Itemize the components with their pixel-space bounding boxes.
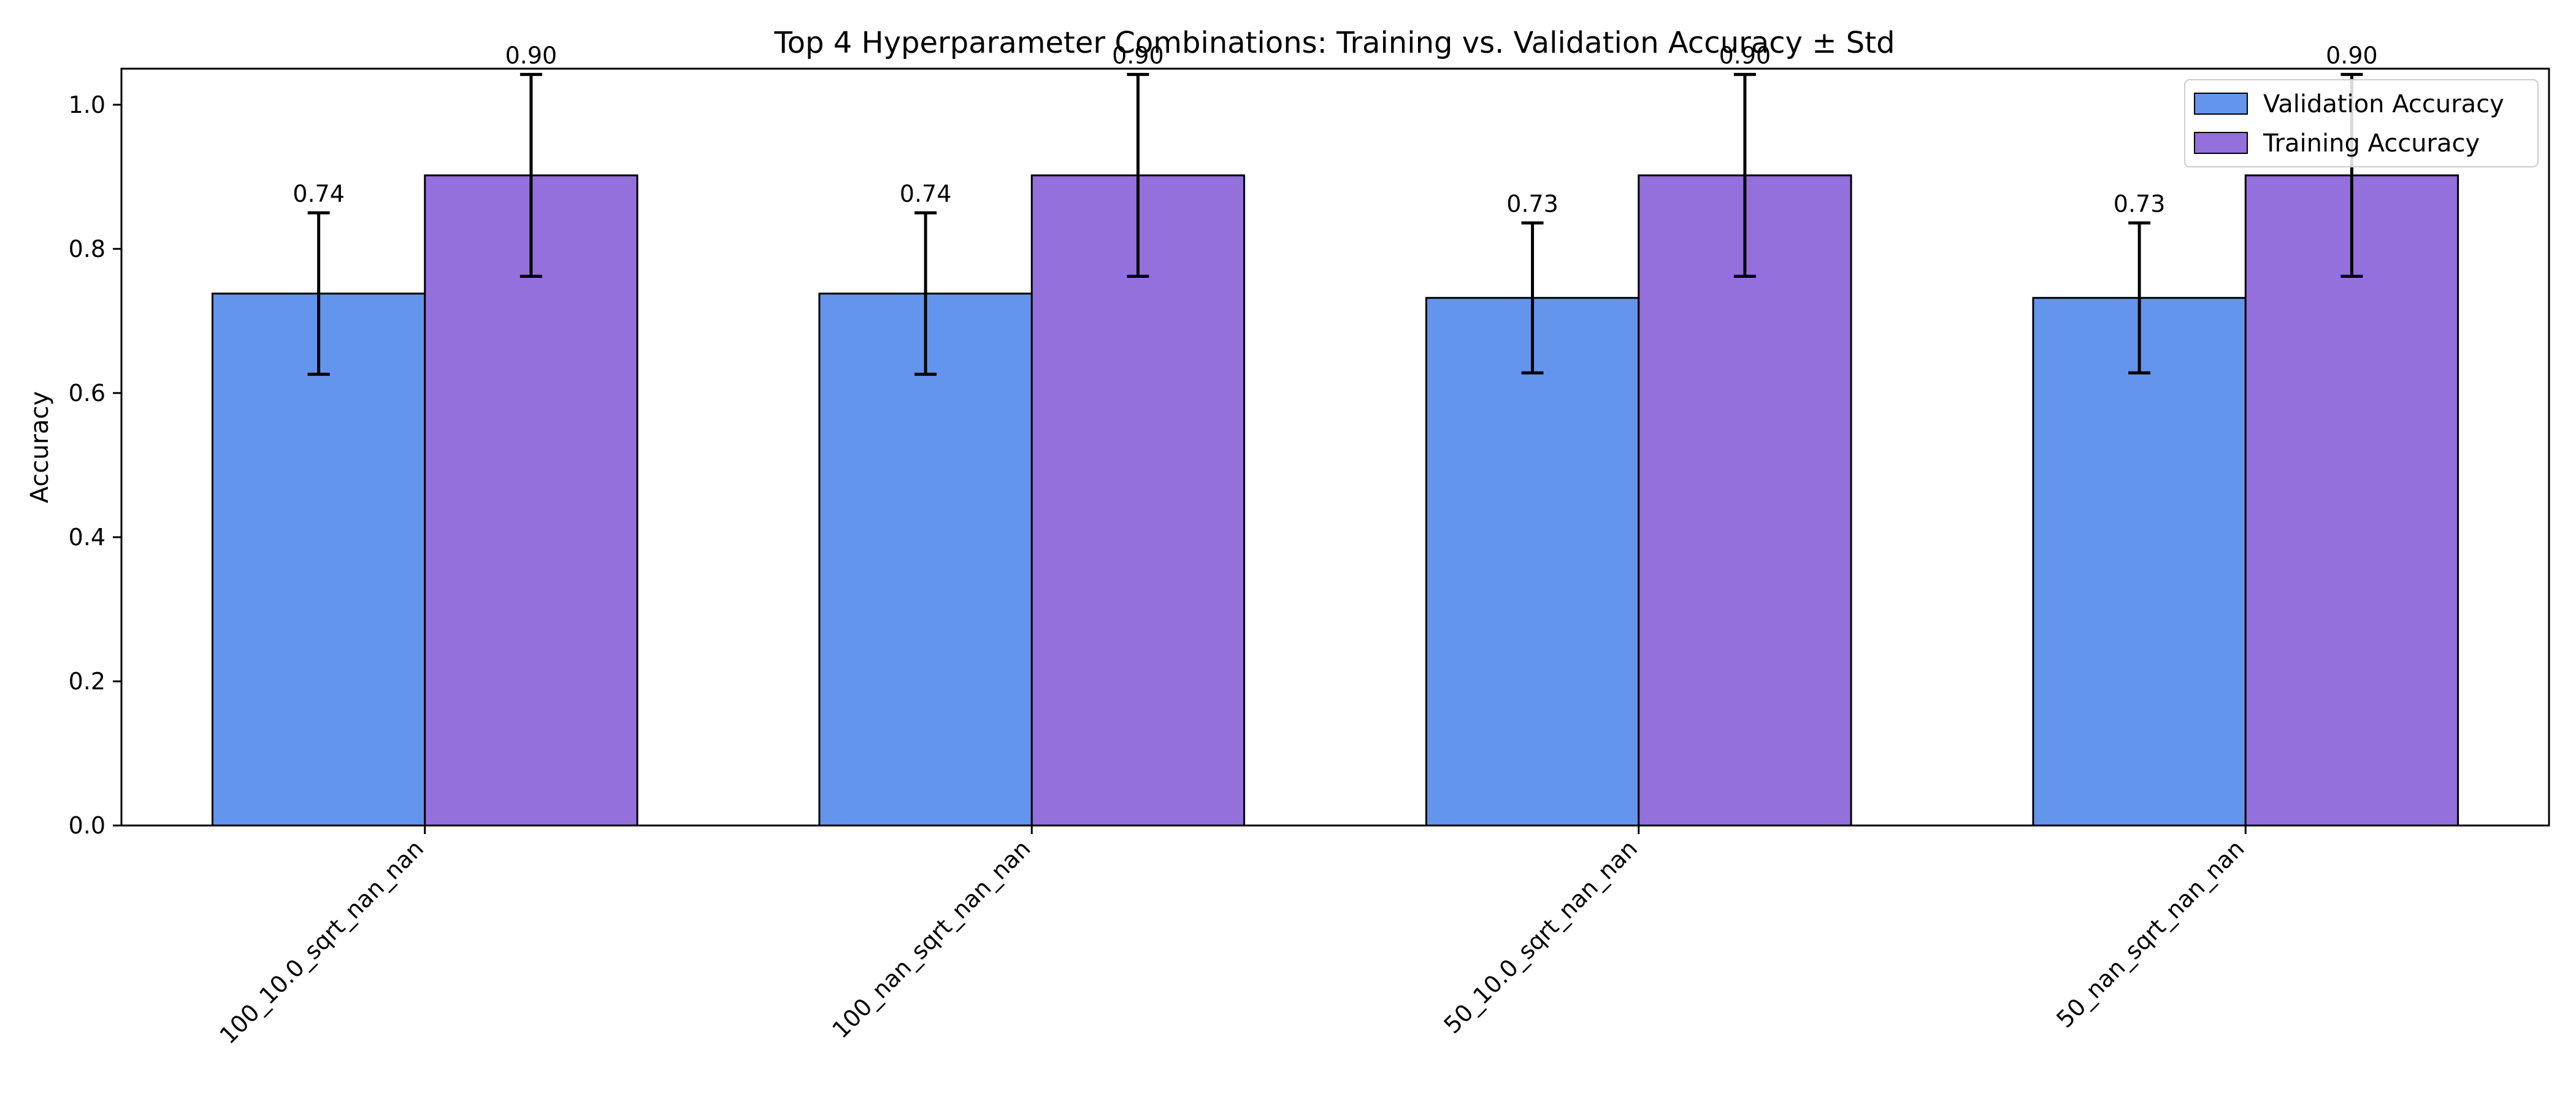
y-tick-label: 1.0 (69, 91, 105, 118)
legend-swatch (2194, 93, 2248, 115)
y-tick-label: 0.6 (69, 380, 105, 407)
data-label: 0.90 (1112, 42, 1164, 69)
y-tick-label: 0.0 (69, 812, 105, 839)
data-label: 0.90 (1719, 42, 1771, 69)
legend: Validation Accuracy Training Accuracy (2184, 79, 2539, 167)
error-bars-layer (307, 72, 2363, 376)
legend-swatch (2194, 132, 2248, 154)
data-label: 0.90 (505, 42, 558, 69)
legend-label: Training Accuracy (2263, 129, 2480, 158)
bar (1425, 297, 1640, 827)
data-label: 0.73 (2114, 191, 2166, 218)
data-label: 0.73 (1506, 191, 1558, 218)
y-tick-label: 0.4 (69, 524, 105, 551)
y-tick-label: 0.2 (69, 668, 105, 695)
data-label: 0.74 (900, 180, 952, 207)
y-axis-label: Accuracy (26, 391, 54, 504)
legend-label: Validation Accuracy (2263, 90, 2504, 118)
plot-area-frame (120, 67, 2550, 827)
bar (818, 293, 1033, 827)
data-label: 0.74 (293, 180, 345, 207)
bar (2032, 297, 2247, 827)
bar (1030, 174, 1246, 827)
bar (211, 293, 426, 827)
bars-layer (211, 174, 2459, 827)
data-labels-layer: 0.74 0.90 0.74 0.90 0.73 0.90 0.73 0.90 (293, 42, 2377, 217)
chart-title: Top 4 Hyperparameter Combinations: Train… (773, 26, 1895, 60)
legend-box (2184, 79, 2539, 167)
y-tick-label: 0.8 (69, 236, 105, 262)
data-label: 0.90 (2326, 42, 2378, 69)
bar (2244, 174, 2459, 827)
bar (1638, 174, 1852, 827)
